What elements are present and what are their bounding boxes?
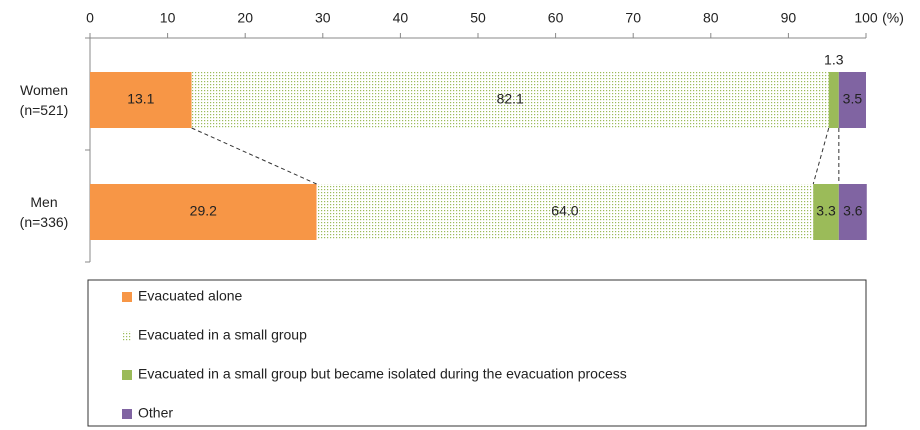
value-label: 13.1 [127, 91, 154, 107]
legend-swatch [122, 331, 132, 341]
legend-label: Evacuated in a small group [138, 327, 307, 343]
x-tick-label: 90 [781, 10, 797, 26]
bar-segment [316, 184, 814, 240]
x-tick-label: 40 [393, 10, 409, 26]
bar-segment [828, 72, 839, 128]
legend-label: Other [138, 405, 173, 421]
legend-box [87, 279, 867, 427]
legend-swatch [122, 409, 132, 419]
x-tick-label: 10 [160, 10, 176, 26]
value-label: 29.2 [190, 203, 217, 219]
x-tick-label: 50 [470, 10, 486, 26]
value-label: 3.3 [816, 203, 836, 219]
category-label: Women (n=521) [19, 82, 69, 118]
x-tick-label: 20 [237, 10, 253, 26]
legend-swatch [122, 292, 132, 302]
value-label: 1.3 [824, 52, 844, 68]
x-tick-label: 80 [703, 10, 719, 26]
axis-unit: (%) [882, 10, 904, 26]
value-label: 82.1 [497, 91, 524, 107]
legend-label: Evacuated alone [138, 288, 243, 304]
legend-swatch [122, 370, 132, 380]
bar-segment [90, 72, 192, 128]
x-tick-label: 30 [315, 10, 331, 26]
bar-segment [838, 184, 867, 240]
value-label: 3.5 [843, 91, 863, 107]
value-label: 64.0 [551, 203, 578, 219]
x-tick-label: 60 [548, 10, 564, 26]
x-tick-label: 70 [625, 10, 641, 26]
bar-segment [813, 184, 839, 240]
category-label: Men (n=336) [19, 194, 69, 230]
value-label: 3.6 [843, 203, 863, 219]
x-tick-label: 100 [854, 10, 878, 26]
legend-label: Evacuated in a small group but became is… [138, 366, 627, 382]
bar-segment [838, 72, 866, 128]
connector-line [191, 127, 317, 185]
x-tick-label: 0 [86, 10, 94, 26]
connector-line [812, 127, 830, 185]
bar-segment [90, 184, 317, 240]
bar-segment [191, 72, 829, 128]
